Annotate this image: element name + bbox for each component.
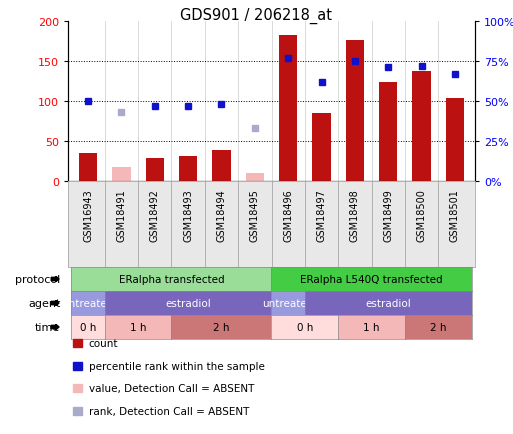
Text: 2 h: 2 h — [213, 322, 230, 332]
Text: GSM18500: GSM18500 — [417, 188, 427, 241]
Text: GSM18496: GSM18496 — [283, 188, 293, 241]
Text: 1 h: 1 h — [363, 322, 380, 332]
Bar — [346, 41, 364, 181]
Text: count: count — [89, 338, 118, 348]
Text: ERalpha transfected: ERalpha transfected — [119, 274, 224, 284]
Text: GSM18495: GSM18495 — [250, 188, 260, 241]
Text: 0 h: 0 h — [80, 322, 96, 332]
Bar — [79, 154, 97, 181]
FancyArrow shape — [51, 276, 59, 282]
Text: protocol: protocol — [15, 274, 61, 284]
Text: untreated: untreated — [263, 298, 314, 308]
Text: estradiol: estradiol — [165, 298, 211, 308]
FancyArrow shape — [51, 325, 59, 330]
Text: value, Detection Call = ABSENT: value, Detection Call = ABSENT — [89, 383, 254, 393]
Text: GSM18498: GSM18498 — [350, 188, 360, 241]
Text: ERalpha L540Q transfected: ERalpha L540Q transfected — [300, 274, 443, 284]
Text: GSM18492: GSM18492 — [150, 188, 160, 241]
Text: GSM18499: GSM18499 — [383, 188, 393, 241]
Bar — [212, 151, 231, 181]
Bar — [146, 158, 164, 181]
Text: time: time — [35, 322, 61, 332]
Bar — [112, 167, 130, 181]
Text: percentile rank within the sample: percentile rank within the sample — [89, 361, 264, 371]
Text: estradiol: estradiol — [365, 298, 411, 308]
Bar — [246, 174, 264, 181]
Text: 0 h: 0 h — [297, 322, 313, 332]
Text: 1 h: 1 h — [130, 322, 146, 332]
Text: GSM16943: GSM16943 — [83, 188, 93, 241]
Text: untreated: untreated — [62, 298, 114, 308]
Text: 2 h: 2 h — [430, 322, 446, 332]
Bar — [412, 72, 431, 181]
Text: GSM18494: GSM18494 — [216, 188, 226, 241]
Text: agent: agent — [28, 298, 61, 308]
Text: GDS901 / 206218_at: GDS901 / 206218_at — [181, 8, 332, 24]
Text: GSM18501: GSM18501 — [450, 188, 460, 241]
Text: GSM18491: GSM18491 — [116, 188, 126, 241]
Bar — [279, 36, 298, 181]
FancyArrow shape — [51, 301, 59, 306]
Text: rank, Detection Call = ABSENT: rank, Detection Call = ABSENT — [89, 406, 249, 416]
Bar — [379, 82, 398, 181]
Bar — [179, 157, 198, 181]
Text: GSM18493: GSM18493 — [183, 188, 193, 241]
Text: GSM18497: GSM18497 — [317, 188, 327, 241]
Bar — [312, 114, 331, 181]
Bar — [446, 99, 464, 181]
